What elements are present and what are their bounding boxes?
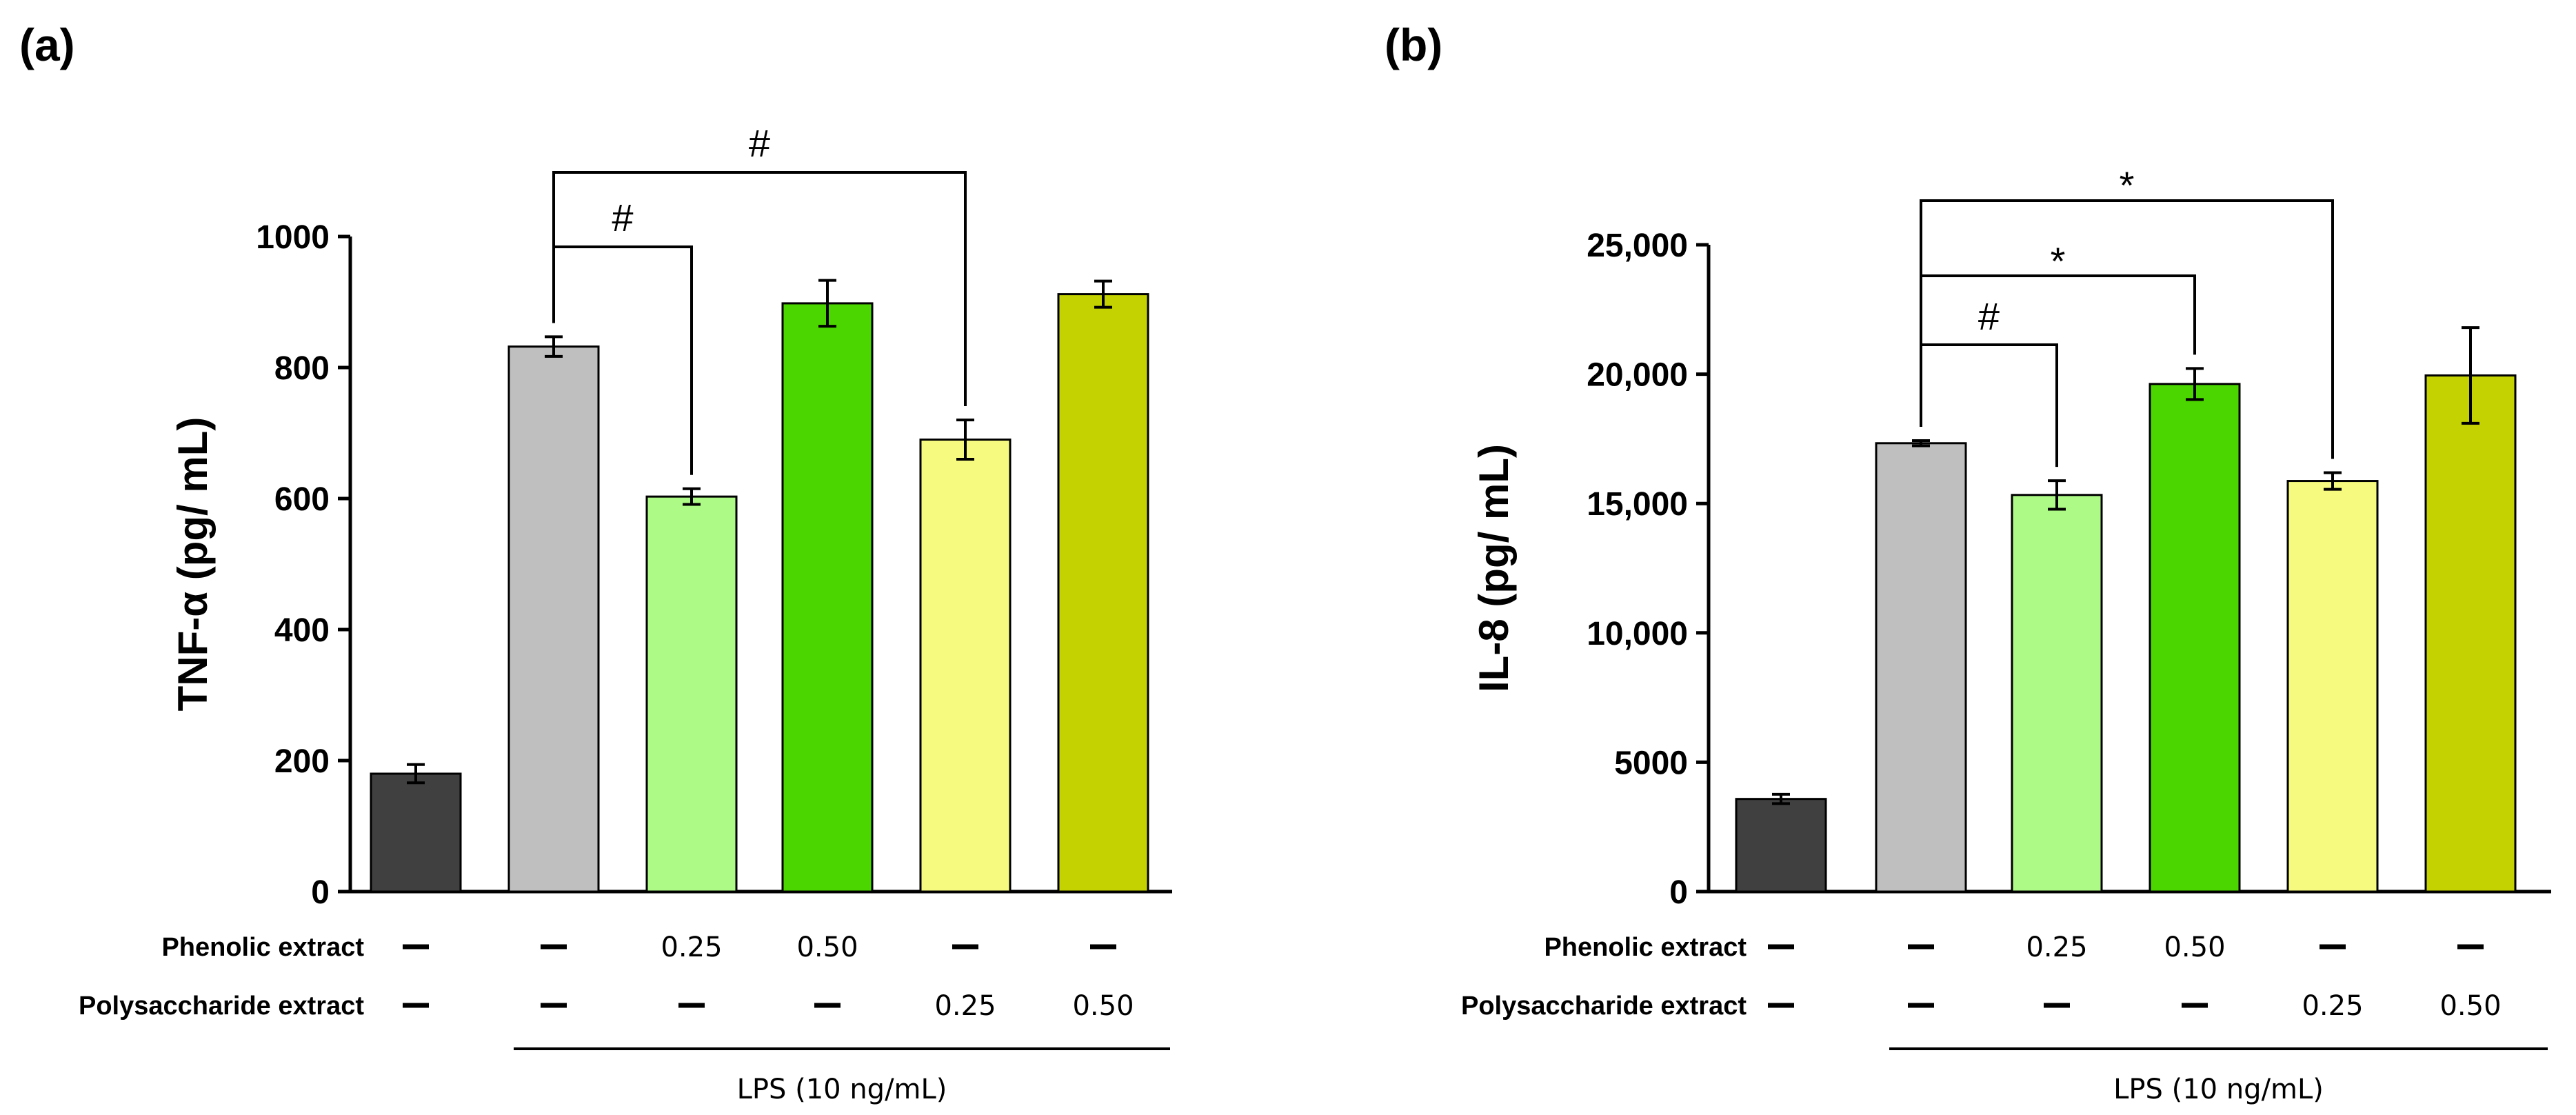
cell-value: –	[2050, 981, 2064, 1012]
significance-bracket	[1920, 199, 2334, 459]
bar	[1875, 442, 1967, 893]
significance-bracket	[552, 171, 967, 406]
cell-value: –	[821, 981, 834, 1012]
cell-value: –	[409, 922, 423, 954]
lps-group-label: LPS (10 ng/mL)	[737, 1074, 947, 1105]
y-axis-title: TNF-α (pg/ mL)	[170, 417, 216, 712]
cell-value: –	[2188, 981, 2202, 1012]
cell-value: 0.25	[661, 932, 722, 963]
cell-value: 0.50	[2439, 990, 2501, 1022]
y-tick-label: 200	[274, 743, 330, 780]
cell-value: –	[1914, 922, 1928, 954]
bar	[2149, 383, 2241, 893]
significance-marker: #	[1978, 294, 2000, 338]
y-tick-label: 25,000	[1587, 228, 1688, 264]
y-tick-label: 20,000	[1587, 357, 1688, 394]
y-tick-label: 5000	[1614, 745, 1688, 781]
cell-value: –	[958, 922, 972, 954]
cell-value: 0.50	[796, 932, 858, 963]
y-axis-title: IL-8 (pg/ mL)	[1471, 444, 1517, 692]
y-tick-label: 10,000	[1587, 616, 1688, 652]
panel-label: (a)	[19, 19, 75, 70]
y-tick-label: 0	[1669, 874, 1688, 911]
cell-value: –	[1096, 922, 1110, 954]
cell-value: 0.50	[1072, 990, 1134, 1022]
row-label: Polysaccharide extract	[79, 992, 364, 1021]
cell-value: –	[1774, 981, 1788, 1012]
cell-value: –	[547, 922, 561, 954]
cell-value: –	[2326, 922, 2339, 954]
y-tick-label: 0	[311, 874, 330, 911]
row-label: Phenolic extract	[161, 933, 364, 962]
cell-value: –	[547, 981, 561, 1012]
y-tick-label: 800	[274, 350, 330, 387]
y-tick-label: 15,000	[1587, 486, 1688, 523]
cell-value: –	[1914, 981, 1928, 1012]
lps-group-label: LPS (10 ng/mL)	[2113, 1074, 2324, 1105]
bar	[1057, 293, 1149, 893]
chart-panel-b: (b) 0 5000 10,000 15,000 20,000 25,000 IL-8 (pg…	[1385, 19, 2551, 1105]
bar	[781, 302, 874, 893]
y-tick-label: 600	[274, 481, 330, 518]
cell-value: –	[409, 981, 423, 1012]
panel-label: (b)	[1385, 19, 1442, 70]
cell-value: 0.50	[2164, 932, 2225, 963]
bar	[2286, 480, 2379, 893]
bar	[645, 495, 738, 893]
bar	[370, 772, 462, 893]
bar	[1735, 798, 1827, 893]
y-tick-label: 400	[274, 612, 330, 649]
significance-marker: #	[612, 196, 633, 239]
cell-value: –	[2464, 922, 2477, 954]
cell-value: 0.25	[934, 990, 996, 1022]
bar	[2011, 494, 2103, 893]
significance-marker: #	[749, 121, 770, 165]
bar	[507, 345, 600, 893]
bar	[919, 439, 1012, 893]
row-label: Polysaccharide extract	[1461, 992, 1747, 1021]
bar	[2424, 374, 2517, 893]
cell-value: 0.25	[2026, 932, 2087, 963]
row-label: Phenolic extract	[1544, 933, 1747, 962]
cell-value: –	[1774, 922, 1788, 954]
y-tick-label: 1000	[256, 219, 330, 256]
cell-value: 0.25	[2302, 990, 2363, 1022]
chart-panel-a: (a) 0 200 400 600 800 1000 TNF-α (pg/ mL) # # Phen…	[19, 19, 1172, 1105]
significance-marker: *	[2051, 239, 2066, 283]
cell-value: –	[685, 981, 698, 1012]
significance-marker: *	[2120, 163, 2135, 207]
